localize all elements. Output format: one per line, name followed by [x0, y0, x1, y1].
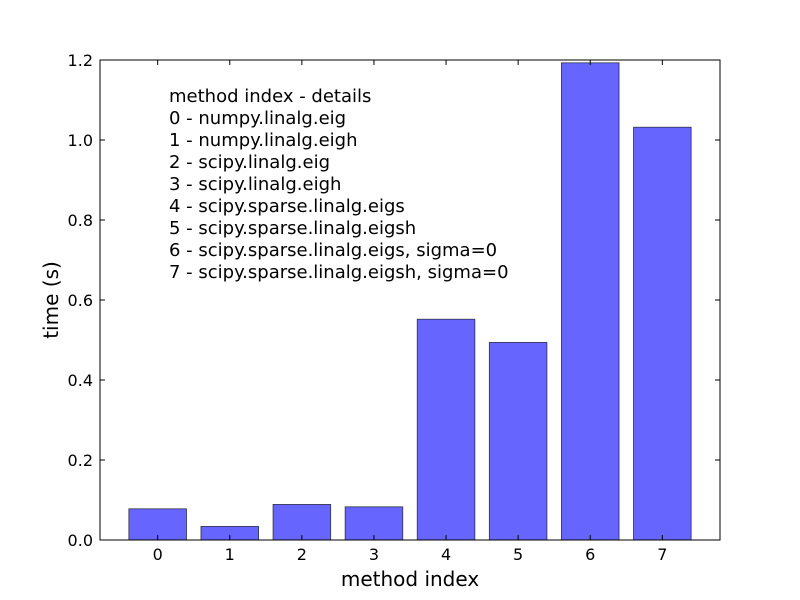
- y-tick-label: 0.8: [68, 211, 93, 230]
- bar-7: [633, 126, 692, 541]
- bar-0: [128, 508, 187, 541]
- annotation-line: 5 - scipy.sparse.linalg.eigsh: [169, 218, 416, 239]
- bar-3: [344, 506, 404, 541]
- y-tick-label: 1.0: [68, 131, 93, 150]
- bar-6: [560, 62, 620, 541]
- x-tick-label: 6: [585, 545, 595, 564]
- y-tick-label: 0.0: [68, 531, 93, 550]
- annotation-line: 6 - scipy.sparse.linalg.eigs, sigma=0: [169, 240, 497, 261]
- x-tick-label: 7: [657, 545, 667, 564]
- x-tick-label: 3: [369, 545, 379, 564]
- y-tick-label: 0.2: [68, 451, 93, 470]
- y-axis-title: time (s): [39, 261, 63, 339]
- annotation-line: 1 - numpy.linalg.eigh: [169, 130, 357, 151]
- x-tick-label: 5: [513, 545, 523, 564]
- bar-4: [416, 318, 476, 541]
- y-axis: 0.0 0.2 0.4 0.6 0.8 1.0 1.2: [68, 51, 720, 550]
- y-tick-label: 1.2: [68, 51, 93, 70]
- annotation-line: 4 - scipy.sparse.linalg.eigs: [169, 196, 405, 217]
- annotation-line: 2 - scipy.linalg.eig: [169, 152, 330, 173]
- x-tick-label: 2: [297, 545, 307, 564]
- annotation-line: 7 - scipy.sparse.linalg.eigsh, sigma=0: [169, 262, 509, 283]
- annotation-line: 0 - numpy.linalg.eig: [169, 108, 346, 129]
- annotation-line: method index - details: [169, 86, 371, 107]
- x-tick-label: 1: [225, 545, 235, 564]
- x-axis: 0 1 2 3 4 5 6 7: [153, 60, 667, 564]
- bars-group: [128, 62, 692, 541]
- x-axis-title: method index: [341, 567, 479, 591]
- bar-5: [488, 341, 548, 541]
- x-tick-label: 4: [441, 545, 451, 564]
- x-tick-label: 0: [153, 545, 163, 564]
- y-tick-label: 0.4: [68, 371, 93, 390]
- y-tick-label: 0.6: [68, 291, 93, 310]
- annotation-line: 3 - scipy.linalg.eigh: [169, 174, 341, 195]
- bar-2: [272, 503, 332, 541]
